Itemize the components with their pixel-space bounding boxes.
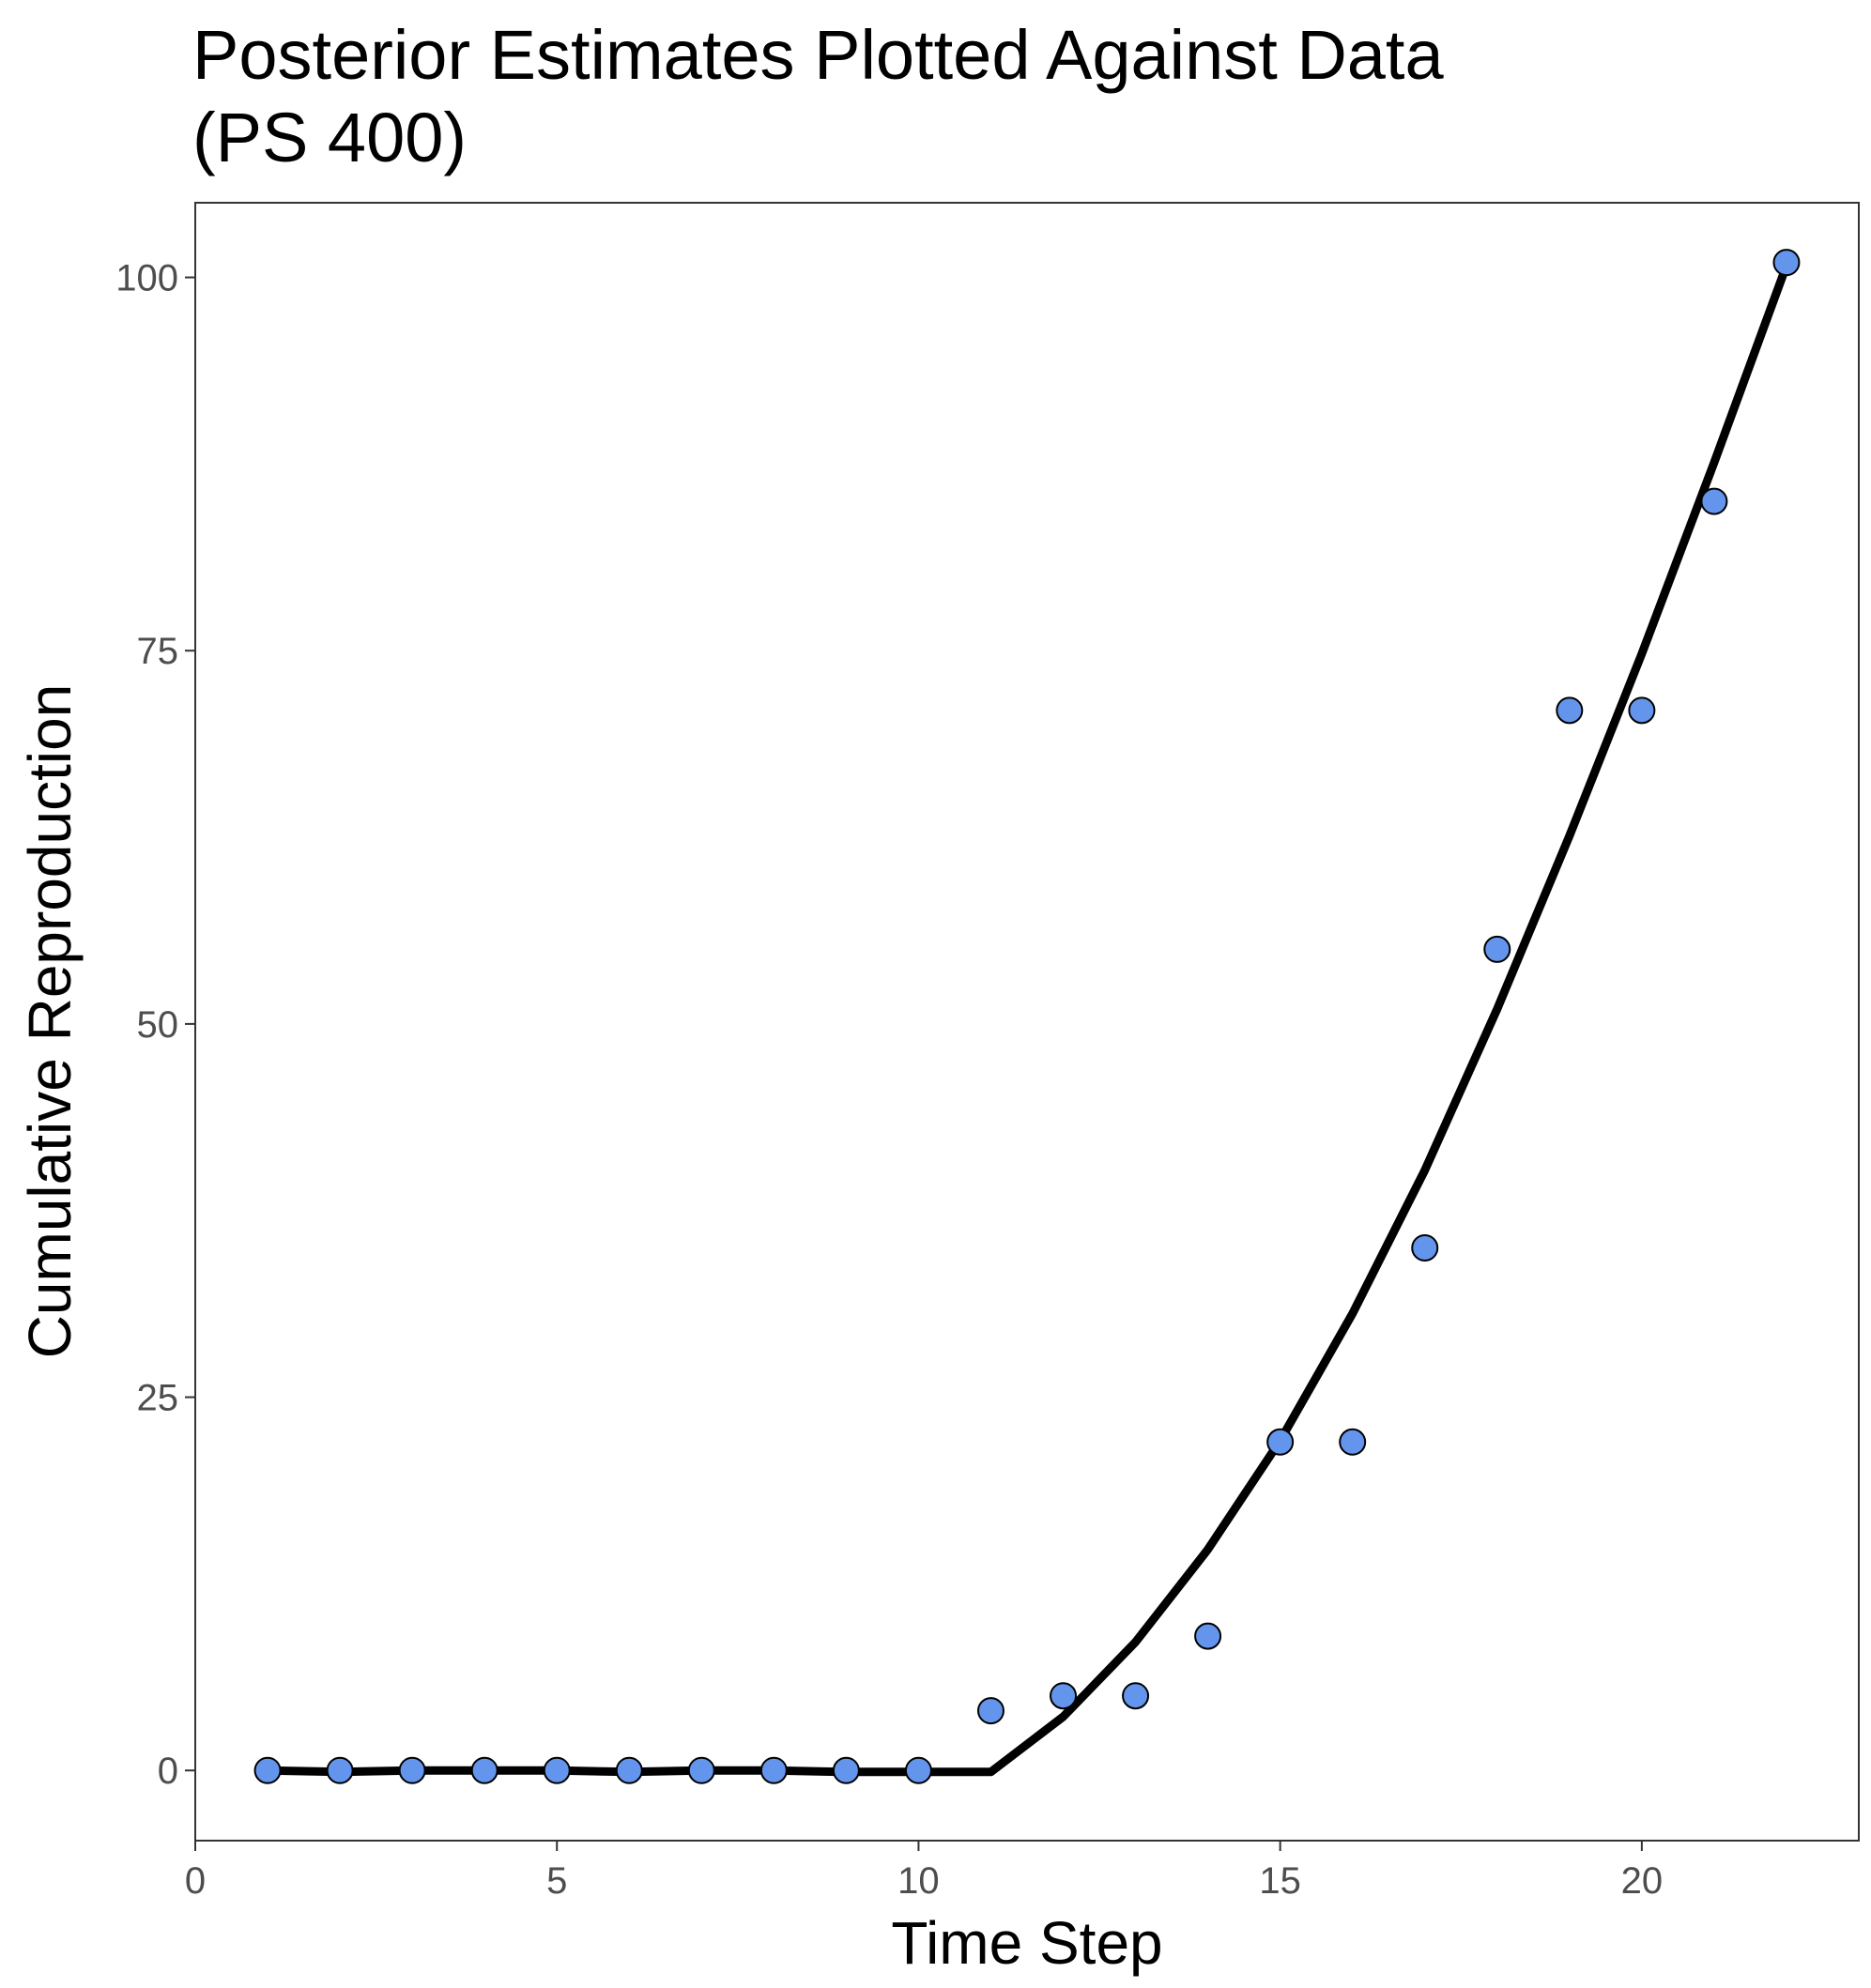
data-point (253, 1756, 282, 1784)
y-tick-label: 25 (137, 1378, 179, 1419)
x-tick-label: 5 (546, 1860, 567, 1902)
data-point (470, 1756, 498, 1784)
x-tick-label: 20 (1621, 1860, 1664, 1902)
data-point (759, 1756, 788, 1784)
data-point (687, 1756, 715, 1784)
x-tick-label: 0 (185, 1860, 206, 1902)
x-tick-label: 15 (1259, 1860, 1301, 1902)
data-point (832, 1756, 860, 1784)
data-point (1411, 1233, 1439, 1262)
data-point (1628, 696, 1656, 725)
y-tick-label: 50 (137, 1004, 179, 1046)
data-point (1194, 1622, 1222, 1650)
data-point (1700, 487, 1728, 515)
data-point (398, 1756, 426, 1784)
x-axis-label: Time Step (891, 1909, 1162, 1977)
data-point (1050, 1682, 1078, 1710)
data-point (904, 1756, 932, 1784)
y-axis-label: Cumulative Reproduction (16, 684, 84, 1359)
y-axis: 0 25 50 75 100 (115, 258, 195, 1792)
data-point (543, 1756, 571, 1784)
data-point (1266, 1428, 1295, 1456)
data-point (1122, 1682, 1150, 1710)
chart-title-line-1: Posterior Estimates Plotted Against Data (192, 16, 1444, 94)
plot-panel (194, 202, 1860, 1842)
y-tick-label: 75 (137, 631, 179, 672)
data-point (1556, 696, 1584, 725)
series-layer (253, 249, 1801, 1784)
x-axis: 0 5 10 15 20 (185, 1841, 1663, 1902)
y-tick-label: 0 (158, 1751, 178, 1792)
x-tick-label: 10 (897, 1860, 940, 1902)
chart-title-line-2: (PS 400) (192, 99, 467, 176)
data-point (1483, 935, 1511, 963)
data-point (615, 1756, 643, 1784)
posterior-line (267, 264, 1791, 1777)
data-point (1772, 249, 1801, 277)
data-point (1339, 1428, 1367, 1456)
y-tick-label: 100 (115, 258, 178, 299)
data-point (976, 1697, 1005, 1725)
data-point (326, 1756, 354, 1784)
